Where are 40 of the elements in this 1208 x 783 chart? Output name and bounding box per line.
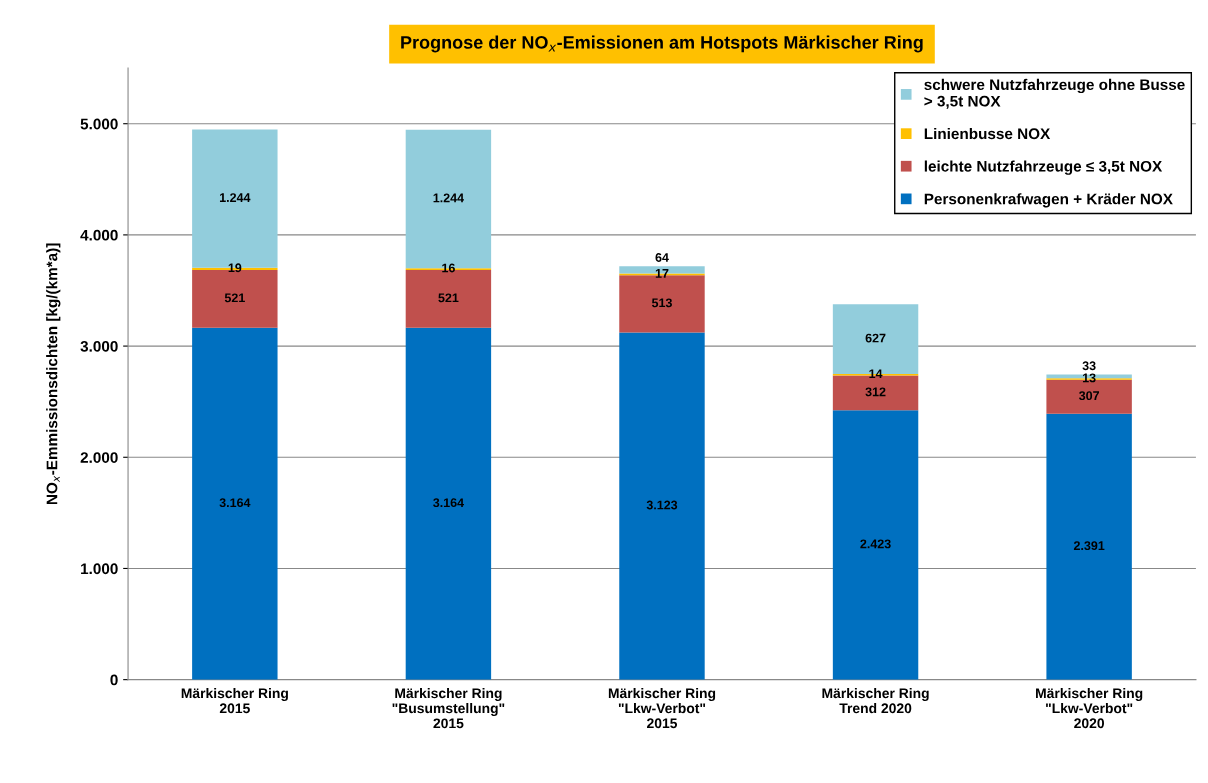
data-label: 312 <box>865 387 886 397</box>
x-tick-label: Märkischer Ring Trend 2020 <box>822 687 929 714</box>
data-label: 64 <box>655 253 669 262</box>
y-tick-label: 4.000 <box>80 229 118 241</box>
data-label: 2.423 <box>860 539 891 549</box>
data-label: 307 <box>1078 391 1100 401</box>
data-label: 3.123 <box>646 500 678 510</box>
y-axis-title: NO$_{x}$-Emmissionsdichten [kg/(km*a)] <box>46 243 61 505</box>
data-label: 513 <box>651 298 672 308</box>
bar <box>192 327 278 680</box>
bar <box>1046 413 1132 680</box>
data-label: 3.164 <box>433 498 464 508</box>
legend-label: Linienbusse NOX <box>924 127 1051 140</box>
data-label: 2.391 <box>1073 541 1105 551</box>
legend-label: schwere Nutzfahrzeuge ohne Busse > 3,5t NOX <box>924 78 1185 109</box>
x-tick-label: Märkischer Ring "Lkw-Verbot" 2015 <box>608 687 716 729</box>
data-label: 627 <box>865 333 886 343</box>
bar <box>619 332 705 680</box>
legend-label: Personenkrafwagen + Kräder NOX <box>924 193 1173 208</box>
data-label: 33 <box>1082 361 1096 371</box>
bar <box>405 327 492 680</box>
data-label: 1.244 <box>219 193 251 202</box>
y-tick-label: 1.000 <box>81 563 118 575</box>
data-label: 521 <box>438 293 459 303</box>
bar <box>832 410 919 680</box>
x-tick-label: Märkischer Ring 2015 <box>181 687 288 714</box>
data-label: 521 <box>224 293 245 303</box>
data-label: 3.164 <box>219 498 251 508</box>
data-label: 19 <box>228 263 242 273</box>
data-label: 1.244 <box>433 193 464 203</box>
chart-title: Prognose der NO$_{x}$-Emissionen am Hotspots Märkischer Ring <box>401 35 923 53</box>
y-tick-label: 3.000 <box>80 340 118 352</box>
x-tick-label: Märkischer Ring "Lkw-Verbot" 2020 <box>1036 687 1143 729</box>
y-tick-label: 0 <box>110 674 118 686</box>
y-tick-label: 5.000 <box>80 118 118 130</box>
y-tick-label: 2.000 <box>80 452 118 463</box>
x-tick-label: Märkischer Ring "Busumstellung" 2015 <box>392 687 505 729</box>
data-label: 13 <box>1082 373 1096 383</box>
data-label: 16 <box>442 263 455 273</box>
legend-label: leichte Nutzfahrzeuge ≤ 3,5t NOX <box>924 160 1163 175</box>
